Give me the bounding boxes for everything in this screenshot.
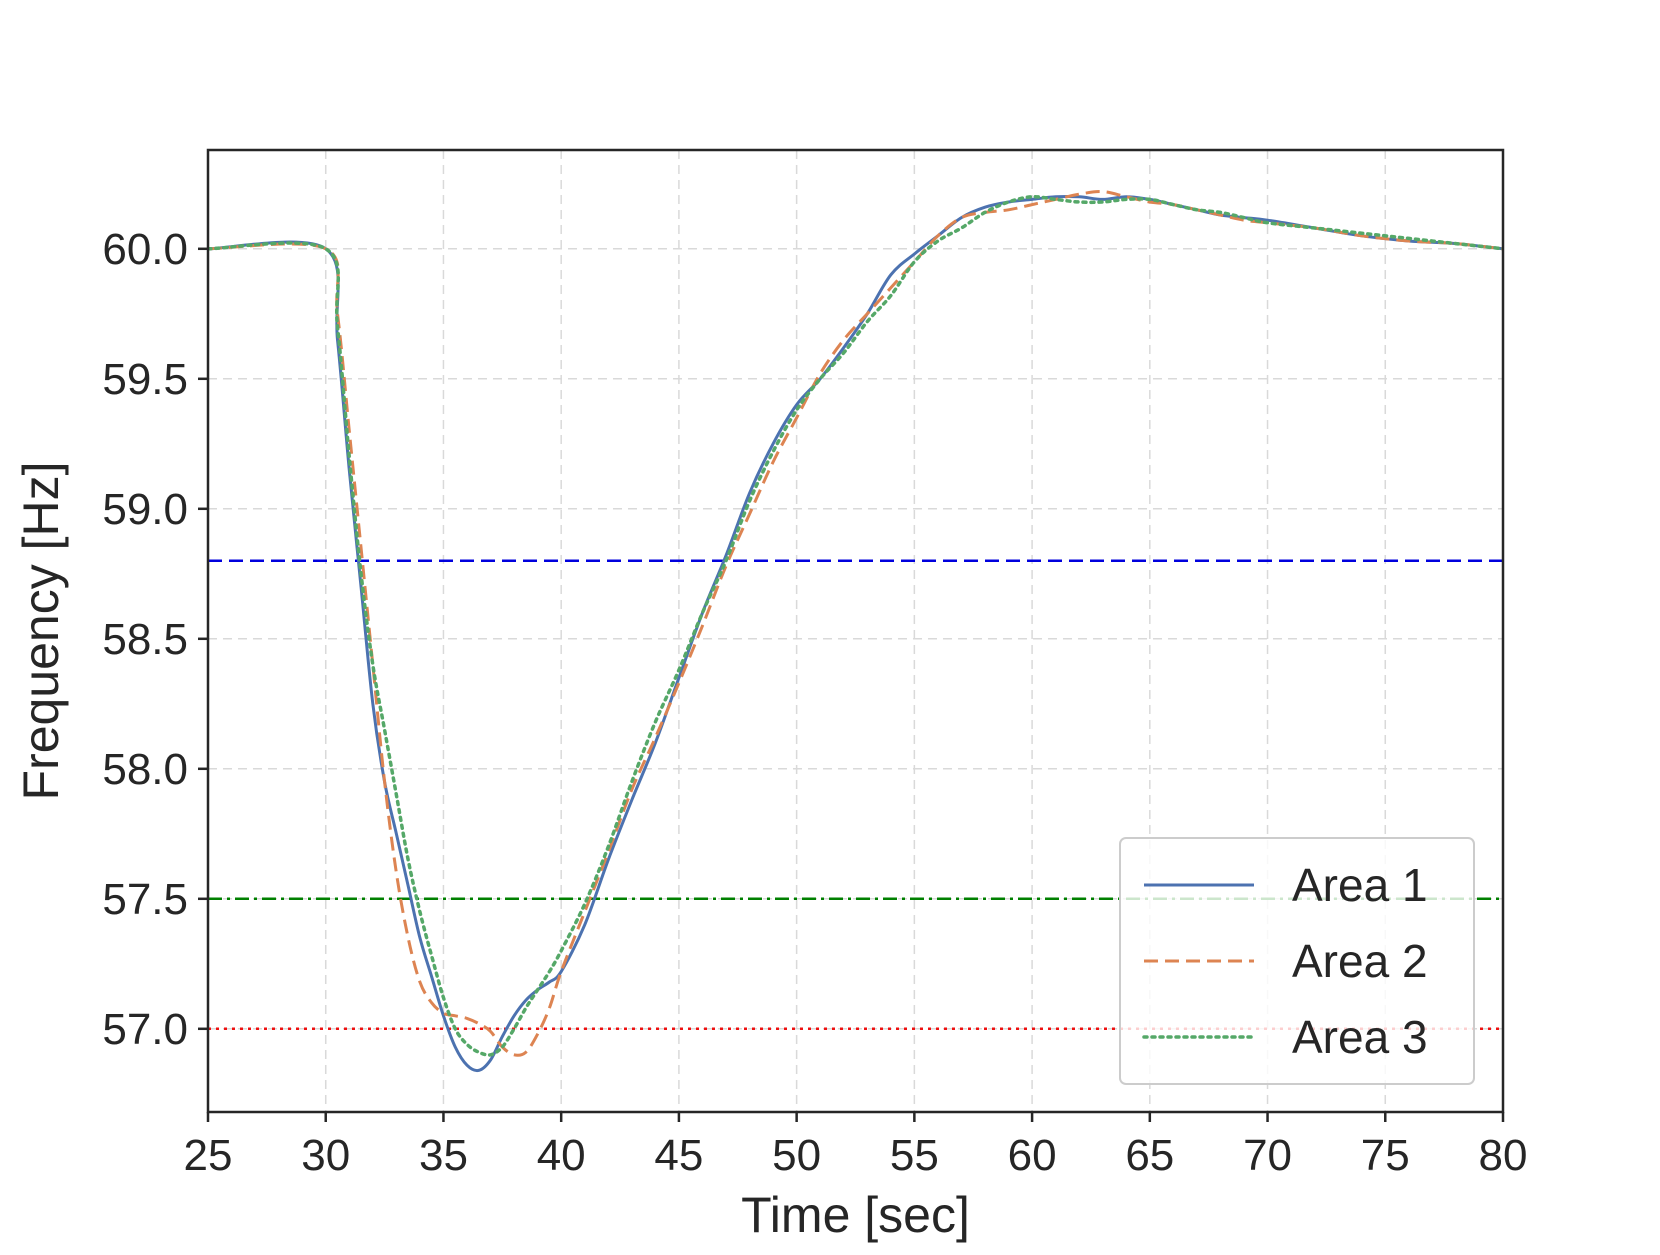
legend-label-3: Area 3	[1292, 1011, 1428, 1063]
x-tick-label: 40	[537, 1131, 586, 1180]
series-line-3	[208, 195, 1503, 1057]
y-axis-label: Frequency [Hz]	[13, 461, 69, 800]
series-group	[208, 190, 1503, 1073]
legend: Area 1 Area 2 Area 3	[1119, 837, 1475, 1085]
y-tick-label: 57.0	[102, 1005, 188, 1054]
y-tick-label: 58.0	[102, 745, 188, 794]
y-tick-label: 59.0	[102, 485, 188, 534]
x-tick-label: 80	[1479, 1131, 1528, 1180]
y-tick-label: 59.5	[102, 355, 188, 404]
series-line-2	[208, 190, 1503, 1057]
legend-label-1: Area 1	[1292, 859, 1428, 911]
x-tick-label: 60	[1008, 1131, 1057, 1180]
x-tick-label: 35	[419, 1131, 468, 1180]
x-tick-label: 25	[184, 1131, 233, 1180]
x-tick-label: 55	[890, 1131, 939, 1180]
x-tick-label: 70	[1243, 1131, 1292, 1180]
y-axis-ticks: 57.0 57.5 58.0 58.5 59.0 59.5 60.0	[102, 225, 208, 1054]
y-tick-label: 60.0	[102, 225, 188, 274]
x-axis-ticks: 25 30 35 40 45 50 55 60 65 70 75 80	[184, 1112, 1528, 1180]
x-axis-label: Time [sec]	[741, 1187, 970, 1243]
plot-frame	[206, 148, 1505, 1114]
reference-lines	[208, 559, 1503, 1031]
x-tick-label: 30	[301, 1131, 350, 1180]
y-tick-label: 57.5	[102, 875, 188, 924]
y-tick-label: 58.5	[102, 615, 188, 664]
legend-label-2: Area 2	[1292, 935, 1428, 987]
x-tick-label: 50	[772, 1131, 821, 1180]
legend-box	[1119, 837, 1475, 1085]
x-tick-label: 45	[654, 1131, 703, 1180]
x-tick-label: 65	[1125, 1131, 1174, 1180]
x-tick-label: 75	[1361, 1131, 1410, 1180]
